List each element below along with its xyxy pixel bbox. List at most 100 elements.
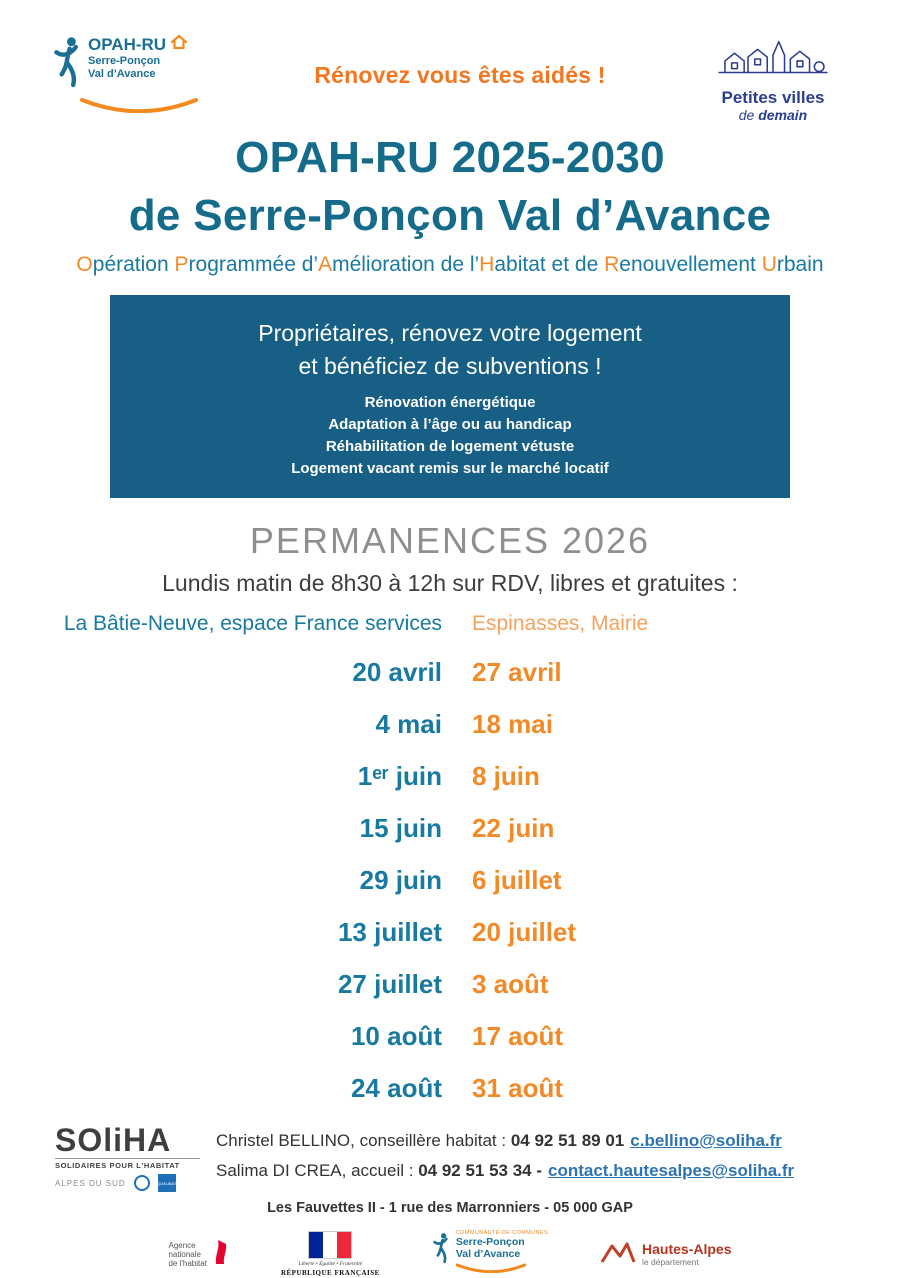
main-title: OPAH-RU 2025-2030 de Serre-Ponçon Val d’… — [0, 129, 900, 245]
banner-items: Rénovation énergétique Adaptation à l’âg… — [120, 392, 780, 480]
date-item: 8 juin — [472, 761, 540, 791]
contact1-phone: 04 92 51 89 01 — [510, 1131, 625, 1150]
permanences-intro: Lundis matin de 8h30 à 12h sur RDV, libr… — [162, 570, 738, 596]
subtitle-seg: O — [76, 253, 93, 276]
opah-ru-logo-name-text: OPAH-RU — [88, 34, 167, 54]
anah-line2: nationale — [168, 1249, 201, 1259]
header: OPAH-RU Serre-Ponçon Val d’Avance Rénove… — [0, 0, 900, 123]
date-item: 20 avril — [352, 657, 442, 687]
date-item: 3 août — [472, 969, 549, 999]
date-item: 18 mai — [472, 709, 553, 739]
date-item: 27 juillet — [337, 969, 442, 999]
orange-swoosh-small-icon — [455, 1260, 548, 1278]
partner-logos: Agence nationale de l'habitat Liberté • … — [0, 1230, 900, 1278]
permanences-heading: PERMANENCES 2026 — [249, 520, 651, 561]
soliha-brand: SOliHA — [55, 1122, 172, 1158]
subtitle-seg: rbain — [776, 253, 824, 276]
dancing-figure-icon — [52, 34, 82, 95]
contact-line-1: Christel BELLINO, conseillère habitat : … — [216, 1126, 794, 1156]
opah-ru-logo-sub2: Val d’Avance — [88, 68, 156, 80]
contact-block: Christel BELLINO, conseillère habitat : … — [216, 1124, 794, 1186]
date-item: 4 mai — [375, 709, 443, 739]
date-item: 24 août — [350, 1073, 442, 1103]
subtitle-seg: mélioration de l’ — [332, 253, 480, 276]
village-icon — [698, 34, 848, 89]
dancing-figure-small-icon — [432, 1230, 450, 1271]
petites-villes-line2-prefix: de — [738, 107, 759, 123]
petites-villes-line2: de demain — [698, 107, 848, 123]
main-title-line2: de Serre-Ponçon Val d’Avance — [128, 191, 772, 240]
banner-line2: et bénéficiez de subventions ! — [298, 353, 602, 379]
orange-swoosh-icon — [80, 97, 222, 118]
subtitle-seg: H — [479, 253, 495, 276]
petites-villes-logo: Petites villes de demain — [698, 34, 848, 123]
date-item: 15 juin — [359, 813, 442, 843]
banner-item: Logement vacant remis sur le marché loca… — [291, 460, 609, 477]
soliha-logo: SOliHA SOLIDAIRES POUR L'HABITAT ALPES D… — [55, 1124, 200, 1192]
spva-line1: Serre-Ponçon — [455, 1236, 525, 1248]
contact2-label: Salima DI CREA, accueil : — [216, 1161, 419, 1180]
subtitle-seg: abitat et de — [494, 253, 605, 276]
main-title-line1: OPAH-RU 2025-2030 — [235, 133, 665, 182]
subtitle: Opération Programmée d’Amélioration de l… — [0, 253, 900, 277]
banner-item: Réhabilitation de logement vétuste — [325, 438, 575, 455]
subtitle-seg: P — [174, 253, 189, 276]
address: Les Fauvettes II - 1 rue des Marronniers… — [267, 1200, 633, 1216]
anah-mark-icon — [213, 1238, 229, 1271]
petites-villes-line2-word: demain — [758, 107, 808, 123]
opah-ru-logo-sub1: Serre-Ponçon — [88, 55, 161, 67]
footer: SOliHA SOLIDAIRES POUR L'HABITAT ALPES D… — [0, 1124, 900, 1192]
banner-line1: Propriétaires, rénovez votre logement — [258, 320, 642, 346]
mountains-icon — [600, 1240, 636, 1269]
soliha-bottom: ALPES DU SUD QUALIBAT — [55, 1174, 200, 1192]
republique-francaise-logo: Liberté • Égalité • Fraternité RÉPUBLIQU… — [281, 1231, 380, 1277]
house-icon — [170, 34, 188, 55]
spva-line2: Val d’Avance — [455, 1248, 521, 1260]
opah-ru-logo-row: OPAH-RU Serre-Ponçon Val d’Avance — [52, 34, 222, 95]
date-item: 31 août — [472, 1073, 564, 1103]
anah-line3: de l'habitat — [168, 1258, 207, 1268]
subtitle-seg: A — [318, 253, 333, 276]
date-item: 29 juin — [359, 865, 442, 895]
serre-poncon-text: COMMUNAUTÉ DE COMMUNES Serre-Ponçon Val … — [455, 1230, 549, 1278]
certification-badge-icon — [133, 1175, 150, 1191]
subtitle-seg: enouvellement — [619, 253, 762, 276]
permanences-columns: La Bâtie-Neuve, espace France services 2… — [0, 610, 900, 1114]
slogan: Rénovez vous êtes aidés ! — [314, 62, 606, 88]
subtitle-seg: U — [761, 253, 777, 276]
spva-top: COMMUNAUTÉ DE COMMUNES — [455, 1230, 549, 1236]
opah-ru-logo-name: OPAH-RU — [88, 34, 188, 55]
date-item: 27 avril — [472, 657, 562, 687]
subtitle-seg: R — [604, 253, 620, 276]
date-item: 13 juillet — [337, 917, 442, 947]
column-espinasses: Espinasses, Mairie 27 avril 18 mai 8 jui… — [472, 610, 870, 1114]
rf-motto: Liberté • Égalité • Fraternité — [298, 1261, 363, 1267]
subtitle-seg: rogrammée d’ — [188, 253, 319, 276]
anah-logo: Agence nationale de l'habitat — [168, 1238, 228, 1271]
contact-line-2: Salima DI CREA, accueil : 04 92 51 53 34… — [216, 1156, 794, 1186]
contact1-email-link[interactable]: c.bellino@soliha.fr — [630, 1131, 782, 1150]
opah-ru-logo: OPAH-RU Serre-Ponçon Val d’Avance — [52, 34, 222, 118]
location-batie-neuve: La Bâtie-Neuve, espace France services — [63, 612, 442, 635]
date-item: 17 août — [472, 1021, 564, 1051]
date-item: 10 août — [350, 1021, 442, 1051]
subtitle-seg: pération — [92, 253, 175, 276]
column-batie-neuve: La Bâtie-Neuve, espace France services 2… — [30, 610, 442, 1114]
date-item: 22 juin — [472, 813, 555, 843]
contact2-phone: 04 92 51 53 34 - — [418, 1161, 543, 1180]
french-flag-icon — [308, 1231, 353, 1259]
soliha-region: ALPES DU SUD — [55, 1178, 126, 1188]
date-item: 1ᵉʳ juin — [357, 761, 442, 791]
anah-text: Agence nationale de l'habitat — [168, 1241, 206, 1268]
contact2-email-link[interactable]: contact.hautesalpes@soliha.fr — [548, 1161, 795, 1180]
banner-item: Rénovation énergétique — [364, 394, 536, 411]
banner-item: Adaptation à l’âge ou au handicap — [328, 416, 572, 433]
rf-name: RÉPUBLIQUE FRANÇAISE — [280, 1269, 380, 1277]
date-item: 20 juillet — [472, 917, 577, 947]
location-espinasses: Espinasses, Mairie — [472, 612, 649, 635]
petites-villes-line1: Petites villes — [721, 88, 825, 107]
serre-poncon-logo: COMMUNAUTÉ DE COMMUNES Serre-Ponçon Val … — [432, 1230, 548, 1278]
qualibat-badge-icon: QUALIBAT — [157, 1174, 176, 1192]
hautes-alpes-sub: le département — [642, 1256, 699, 1267]
